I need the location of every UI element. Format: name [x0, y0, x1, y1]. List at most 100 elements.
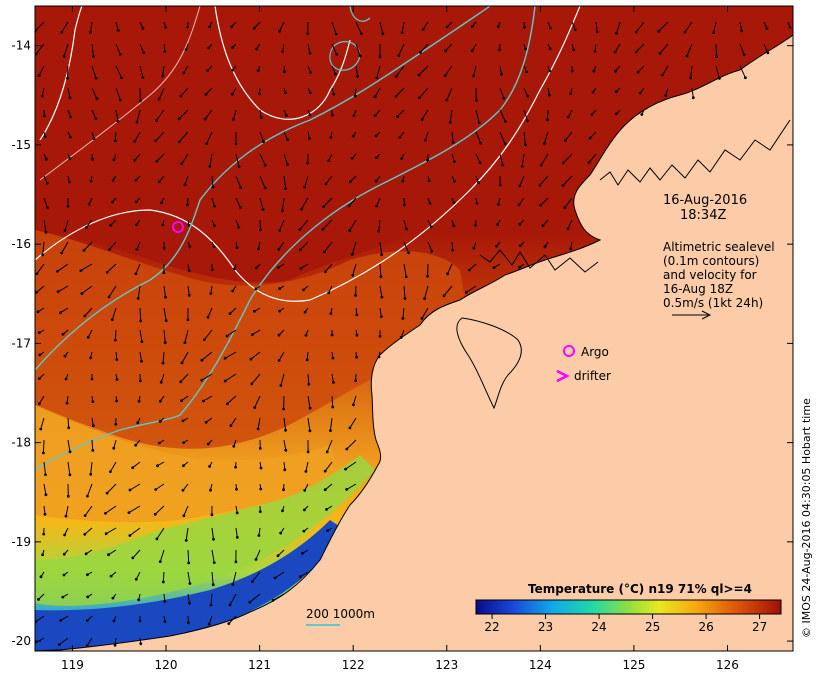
velocity-arrowhead — [200, 378, 204, 382]
velocity-arrowhead — [112, 446, 116, 450]
velocity-arrow — [523, 87, 529, 97]
velocity-arrowhead — [465, 290, 468, 294]
velocity-arrow — [115, 65, 122, 78]
velocity-arrowhead — [116, 29, 120, 32]
velocity-arrow — [279, 219, 285, 231]
velocity-arrowhead — [250, 333, 254, 336]
velocity-arrowhead — [83, 514, 87, 517]
velocity-arrowhead — [284, 428, 287, 432]
colorbar: Temperature (°C) n19 71% ql>=4 22 23 24 25 2… — [475, 582, 782, 634]
velocity-arrowhead — [41, 253, 45, 257]
velocity-arrow — [67, 65, 69, 79]
velocity-arrowhead — [164, 25, 168, 29]
velocity-arrow — [427, 241, 433, 252]
velocity-arrow — [421, 307, 429, 319]
velocity-arrowhead — [378, 334, 382, 338]
velocity-arrowhead — [158, 180, 161, 184]
velocity-arrowhead — [139, 319, 143, 323]
velocity-arrow — [637, 65, 645, 73]
velocity-arrowhead — [640, 113, 644, 116]
velocity-arrowhead — [37, 377, 41, 380]
velocity-arrowhead — [307, 382, 311, 386]
velocity-arrow — [83, 241, 93, 251]
velocity-arrow — [235, 527, 238, 538]
y-tick-label: -19 — [11, 535, 31, 549]
velocity-arrowhead — [112, 619, 116, 623]
velocity-arrowhead — [178, 140, 181, 144]
velocity-arrow — [272, 593, 285, 601]
altimetry-line: and velocity for — [663, 268, 757, 282]
x-tick-label: 122 — [342, 658, 365, 672]
velocity-arrowhead — [128, 534, 132, 537]
velocity-arrowhead — [41, 553, 44, 557]
velocity-arrowhead — [258, 510, 262, 513]
velocity-arrowhead — [114, 422, 118, 426]
colorbar-ticks: 22 23 24 25 26 27 — [484, 614, 767, 634]
velocity-arrowhead — [284, 448, 288, 452]
velocity-arrow — [160, 373, 165, 383]
velocity-arrow — [739, 65, 746, 78]
velocity-arrow — [331, 21, 337, 35]
date-label: 16-Aug-2016 — [663, 193, 747, 208]
velocity-arrowhead — [277, 359, 281, 362]
velocity-arrowhead — [712, 31, 716, 34]
velocity-arrowhead — [474, 98, 478, 102]
velocity-arrowhead — [40, 94, 44, 98]
velocity-arrow — [163, 329, 166, 343]
velocity-arrow — [378, 219, 381, 232]
velocity-arrowhead — [212, 245, 216, 249]
velocity-arrowhead — [689, 76, 692, 80]
velocity-arrowhead — [138, 379, 142, 383]
velocity-arrowhead — [187, 223, 191, 227]
velocity-arrowhead — [478, 161, 482, 165]
kimberley-coastline — [599, 119, 791, 186]
velocity-arrowhead — [281, 50, 284, 53]
velocity-arrowhead — [283, 70, 286, 73]
velocity-arrowhead — [60, 251, 64, 255]
velocity-arrow — [763, 43, 769, 54]
velocity-arrowhead — [36, 310, 40, 314]
velocity-arrow — [691, 87, 694, 98]
velocity-arrowhead — [153, 512, 157, 516]
velocity-arrowhead — [206, 315, 210, 319]
velocity-arrowhead — [636, 70, 640, 74]
velocity-arrowhead — [427, 179, 431, 183]
velocity-arrow — [564, 197, 573, 208]
velocity-arrowhead — [35, 290, 39, 294]
velocity-arrowhead — [92, 55, 95, 58]
velocity-arrow — [163, 307, 167, 321]
velocity-arrowhead — [404, 275, 408, 279]
velocity-arrowhead — [453, 179, 456, 183]
velocity-arrowhead — [231, 92, 234, 96]
velocity-arrowhead — [259, 487, 263, 491]
velocity-arrowhead — [417, 73, 421, 77]
velocity-arrowhead — [306, 450, 310, 454]
velocity-arrow — [128, 505, 141, 514]
velocity-arrowhead — [539, 163, 543, 167]
australia-land — [35, 34, 793, 651]
velocity-arrowhead — [327, 159, 331, 162]
velocity-arrowhead — [254, 558, 258, 561]
velocity-arrow — [181, 153, 189, 165]
velocity-arrow — [395, 87, 405, 97]
velocity-arrow — [155, 483, 165, 490]
velocity-arrowhead — [229, 424, 233, 427]
velocity-arrow — [91, 65, 97, 79]
velocity-arrowhead — [232, 117, 235, 121]
velocity-arrow — [156, 527, 165, 540]
altimetry-line: (0.1m contours) — [663, 254, 759, 268]
velocity-arrowhead — [399, 336, 403, 339]
velocity-arrowhead — [134, 443, 138, 447]
velocity-arrowhead — [500, 72, 503, 76]
velocity-arrowhead — [634, 50, 638, 54]
velocity-arrow — [249, 593, 261, 603]
velocity-arrow — [108, 549, 117, 556]
velocity-arrowhead — [116, 119, 120, 123]
velocity-arrowhead — [572, 48, 575, 52]
velocity-arrow — [325, 175, 333, 185]
velocity-arrow — [419, 87, 429, 98]
velocity-arrow — [659, 43, 669, 54]
buccaneer-archipelago — [479, 249, 599, 273]
velocity-arrowhead — [183, 341, 187, 344]
velocity-arrowhead — [68, 157, 72, 161]
